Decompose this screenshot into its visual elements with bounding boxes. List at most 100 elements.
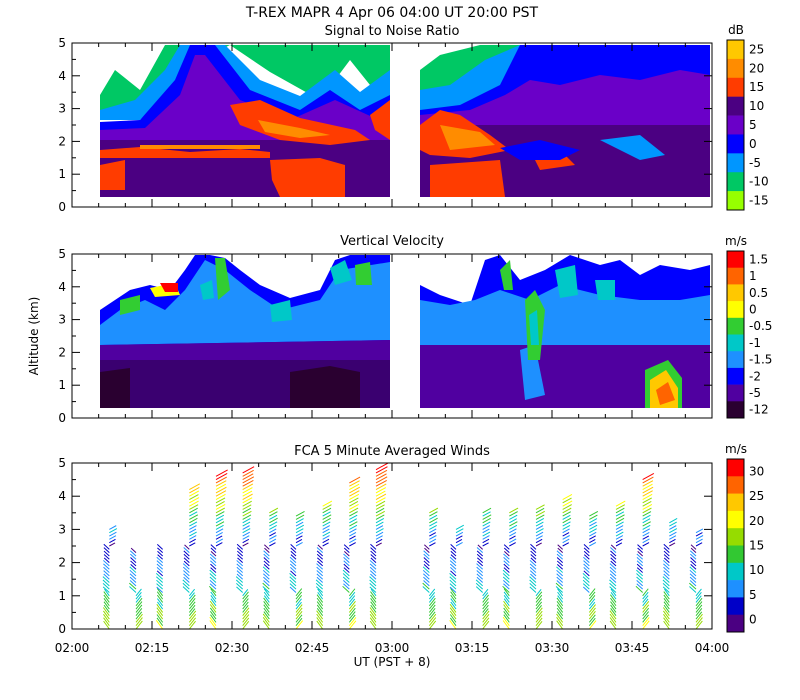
wind-barb	[583, 554, 590, 560]
wind-barb	[369, 607, 377, 617]
wind-barb	[242, 614, 250, 623]
wind-barb	[209, 556, 217, 563]
wind-barb	[588, 588, 596, 597]
wind-barb	[535, 542, 542, 547]
wind-barb	[690, 547, 697, 554]
colorbar-swatch	[727, 351, 744, 369]
wind-barb	[642, 490, 653, 497]
wind-barb	[215, 469, 228, 477]
colorbar-swatch	[727, 528, 744, 546]
wind-barb	[348, 601, 356, 610]
wind-barb	[529, 586, 537, 593]
wind-barb	[609, 573, 617, 580]
colorbar-label: 0.5	[749, 286, 768, 300]
wind-barb	[529, 570, 537, 577]
wind-barb	[289, 560, 297, 567]
colorbar-label: 1	[749, 269, 757, 283]
wind-barb	[663, 604, 670, 613]
wind-barb	[215, 503, 226, 510]
wind-barb	[609, 620, 617, 629]
wind-barb	[156, 583, 164, 590]
wind-barb	[690, 553, 697, 560]
wind-barb	[156, 598, 164, 607]
wind-barb	[156, 604, 164, 613]
wind-barb	[556, 560, 564, 567]
wind-barb	[636, 563, 644, 570]
wind-barb	[689, 586, 697, 593]
snr-segment-2	[420, 45, 710, 197]
wind-barb	[422, 566, 430, 573]
wind-barb	[215, 486, 227, 494]
wind-barb	[215, 535, 223, 540]
wind-barb	[589, 531, 597, 537]
wind-barb	[449, 573, 457, 580]
x-tick-label: 03:00	[375, 641, 410, 655]
wind-barb	[535, 521, 544, 527]
winds-xlabel: UT (PST + 8)	[354, 655, 431, 669]
wind-barb	[135, 597, 143, 607]
wind-barb	[556, 620, 564, 629]
colorbar-swatch	[727, 77, 744, 97]
wind-barb	[156, 614, 164, 623]
wind-barb	[535, 598, 543, 607]
wind-barb	[637, 547, 644, 554]
wind-barb	[263, 550, 270, 557]
wind-barb	[369, 610, 377, 620]
wind-barb	[610, 544, 617, 550]
wind-barb	[588, 604, 596, 613]
winds-y-axis: 0 1 2 3 4 5	[58, 456, 712, 636]
wind-barb	[642, 607, 650, 617]
wind-barb	[636, 556, 644, 563]
wind-barb	[103, 617, 110, 626]
wind-barb	[183, 573, 190, 580]
wind-barb	[588, 620, 597, 629]
wind-barb	[535, 514, 545, 520]
wind-barb	[449, 556, 457, 563]
wind-barb	[215, 531, 223, 537]
wind-barb	[237, 554, 244, 560]
colorbar-swatch	[727, 334, 744, 352]
wind-barb	[663, 543, 670, 550]
x-tick-label: 03:45	[615, 641, 650, 655]
wind-barb	[589, 541, 597, 547]
colorbar-swatch	[727, 367, 744, 385]
wind-barb	[475, 582, 484, 590]
wind-barb	[348, 607, 356, 617]
wind-barb	[290, 570, 297, 577]
wind-barb	[188, 604, 196, 613]
wind-barb	[615, 511, 625, 517]
wind-barb	[316, 604, 324, 613]
wind-barb	[642, 518, 651, 524]
x-tick-label: 03:30	[535, 641, 570, 655]
colorbar-unit: m/s	[725, 234, 747, 248]
wind-barb	[183, 560, 190, 567]
wind-barb	[209, 611, 217, 620]
wind-barb	[375, 525, 384, 530]
wind-barb	[129, 569, 137, 577]
wind-barb	[135, 588, 142, 597]
wind-barb	[135, 592, 142, 600]
colorbar-swatch	[727, 401, 744, 419]
wind-barb	[189, 504, 199, 510]
wind-barb	[349, 521, 358, 527]
wind-barb	[208, 585, 217, 593]
wind-barb	[189, 483, 201, 490]
wind-barb	[349, 490, 360, 497]
wind-barb	[322, 542, 329, 547]
wind-barb	[610, 560, 617, 567]
wind-barb	[450, 544, 457, 550]
wind-barb	[375, 487, 387, 494]
wind-barb	[103, 620, 110, 629]
wind-barb	[343, 567, 350, 573]
wind-barb	[349, 524, 358, 530]
wind-barb	[642, 486, 654, 494]
wind-barb	[663, 598, 670, 607]
wind-barb	[156, 607, 164, 617]
wind-barb	[503, 600, 510, 610]
wind-barb	[375, 466, 388, 474]
wind-barb	[349, 528, 357, 534]
wind-barb	[583, 556, 590, 563]
wind-barb	[189, 528, 197, 534]
wind-barb	[642, 511, 652, 517]
wind-barb	[109, 542, 116, 547]
